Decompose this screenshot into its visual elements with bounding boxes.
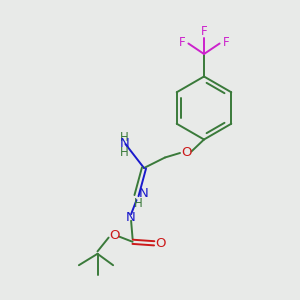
Text: H: H — [120, 130, 129, 144]
Text: F: F — [201, 25, 207, 38]
Text: F: F — [223, 35, 230, 49]
Text: O: O — [155, 237, 166, 250]
Text: H: H — [134, 196, 142, 210]
Text: N: N — [126, 211, 135, 224]
Text: O: O — [109, 229, 119, 242]
Text: N: N — [139, 187, 149, 200]
Text: F: F — [178, 35, 185, 49]
Text: H: H — [120, 146, 129, 159]
Text: N: N — [119, 137, 129, 151]
Text: O: O — [181, 146, 191, 160]
